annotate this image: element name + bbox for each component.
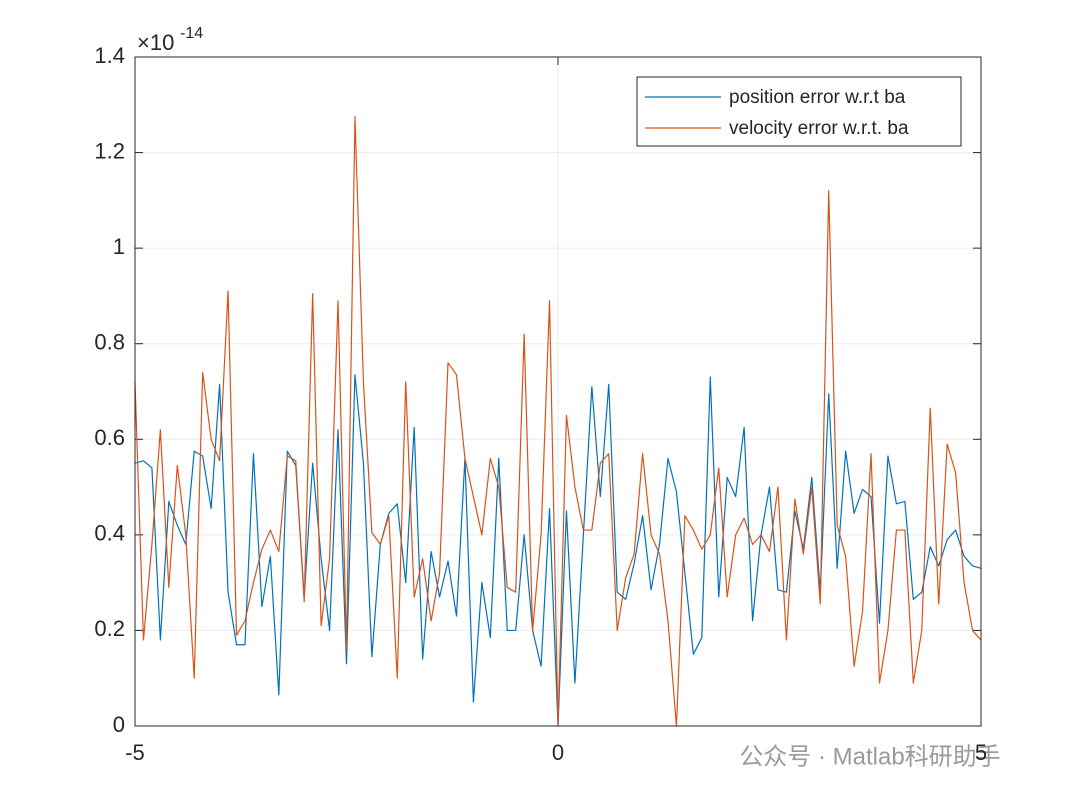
watermark: 公众号 · Matlab科研助手 (739, 743, 1000, 770)
y-tick-label: 0.4 (94, 521, 125, 546)
y-tick-label: 0.6 (94, 425, 125, 450)
x-tick-label: 5 (975, 740, 987, 765)
y-tick-label: 0 (113, 712, 125, 737)
y-tick-label: 1 (113, 234, 125, 259)
legend-label: velocity error w.r.t. ba (729, 118, 909, 139)
exponent-power: -14 (180, 25, 203, 42)
x-tick-label: -5 (125, 740, 145, 765)
axes-box (134, 56, 982, 727)
legend-label: position error w.r.t ba (729, 87, 906, 108)
y-exponent: ×10 -14 (137, 25, 203, 55)
y-tick-label: 0.8 (94, 330, 125, 355)
y-tick-label: 1.4 (94, 43, 125, 68)
y-tick-label: 0.2 (94, 616, 125, 641)
legend: position error w.r.t ba velocity error w.… (636, 76, 962, 147)
exponent-base: ×10 (137, 30, 174, 55)
x-tick-label: 0 (552, 740, 564, 765)
legend-box (636, 76, 962, 147)
y-tick-label: 1.2 (94, 138, 125, 163)
